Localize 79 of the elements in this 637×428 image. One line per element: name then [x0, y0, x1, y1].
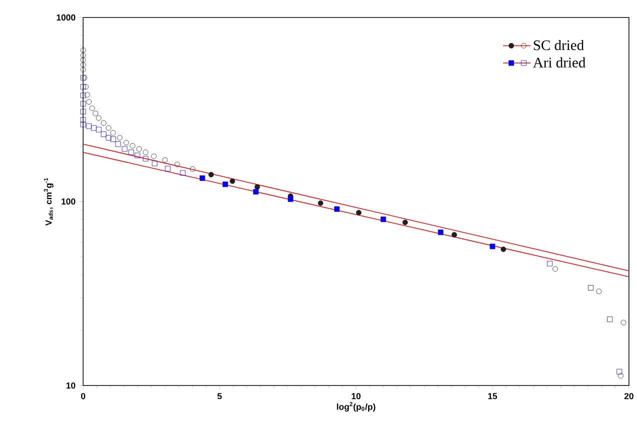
- point: [162, 157, 168, 163]
- point: [80, 47, 86, 53]
- point: [356, 210, 362, 216]
- point: [80, 84, 86, 90]
- point: [134, 152, 140, 158]
- point: [106, 134, 112, 140]
- point: [80, 108, 86, 114]
- point: [136, 146, 142, 152]
- point: [106, 125, 112, 131]
- point: [110, 130, 116, 136]
- point: [174, 162, 180, 168]
- point: [115, 141, 121, 147]
- point: [288, 196, 294, 202]
- point: [596, 288, 602, 294]
- point: [80, 122, 86, 128]
- point: [588, 284, 594, 290]
- point: [80, 116, 86, 122]
- legend-label: Ari dried: [533, 57, 586, 68]
- point: [84, 92, 90, 98]
- point: [500, 246, 506, 252]
- point: [190, 166, 196, 172]
- point: [80, 62, 86, 68]
- point: [80, 57, 86, 62]
- x-tick-label: 20: [624, 392, 634, 400]
- point: [80, 66, 86, 72]
- point: [122, 146, 128, 152]
- point: [200, 175, 206, 181]
- point: [180, 170, 186, 176]
- y-tick-label: 10: [66, 382, 76, 388]
- point: [165, 166, 170, 172]
- x-axis-title: log$^{2}$(p$_{0}$/p): [336, 402, 376, 412]
- point: [620, 320, 626, 326]
- point: [151, 153, 157, 159]
- point: [110, 136, 116, 142]
- point: [208, 172, 214, 178]
- point: [96, 115, 102, 121]
- y-tick-label: 1000: [56, 14, 76, 20]
- point: [130, 142, 136, 148]
- x-tick-label: 5: [217, 392, 222, 400]
- point: [80, 100, 86, 106]
- point: [402, 220, 408, 225]
- point: [117, 134, 122, 140]
- x-tick-label: 0: [81, 392, 86, 400]
- point: [92, 110, 98, 116]
- point: [552, 266, 558, 272]
- point: [438, 229, 444, 235]
- legend-label: SC dried: [534, 40, 584, 50]
- point: [490, 244, 496, 250]
- point: [86, 123, 92, 129]
- x-tick-label: 10: [352, 392, 361, 400]
- point: [254, 184, 260, 190]
- point: [452, 232, 457, 238]
- point: [86, 98, 92, 104]
- point: [96, 126, 102, 132]
- point: [334, 206, 340, 212]
- point: [547, 260, 553, 266]
- point: [230, 178, 236, 184]
- point: [142, 150, 148, 155]
- point: [124, 140, 129, 146]
- y-axis-title: V$_{ads}$, cm$^{3}$g$^{-1}$: [44, 178, 54, 226]
- y-tick-label: 100: [62, 198, 76, 204]
- point: [380, 216, 386, 222]
- point: [83, 84, 89, 90]
- point: [142, 156, 148, 162]
- point: [80, 52, 86, 58]
- point: [253, 188, 259, 194]
- point: [128, 150, 134, 155]
- point: [91, 125, 96, 131]
- point: [318, 200, 324, 206]
- point: [618, 372, 624, 378]
- x-tick-label: 15: [488, 392, 498, 400]
- point: [100, 131, 106, 137]
- point: [152, 160, 158, 166]
- point: [222, 181, 228, 187]
- point: [80, 92, 86, 98]
- point: [100, 120, 106, 126]
- point: [89, 105, 95, 111]
- point: [616, 368, 622, 374]
- point: [607, 316, 613, 322]
